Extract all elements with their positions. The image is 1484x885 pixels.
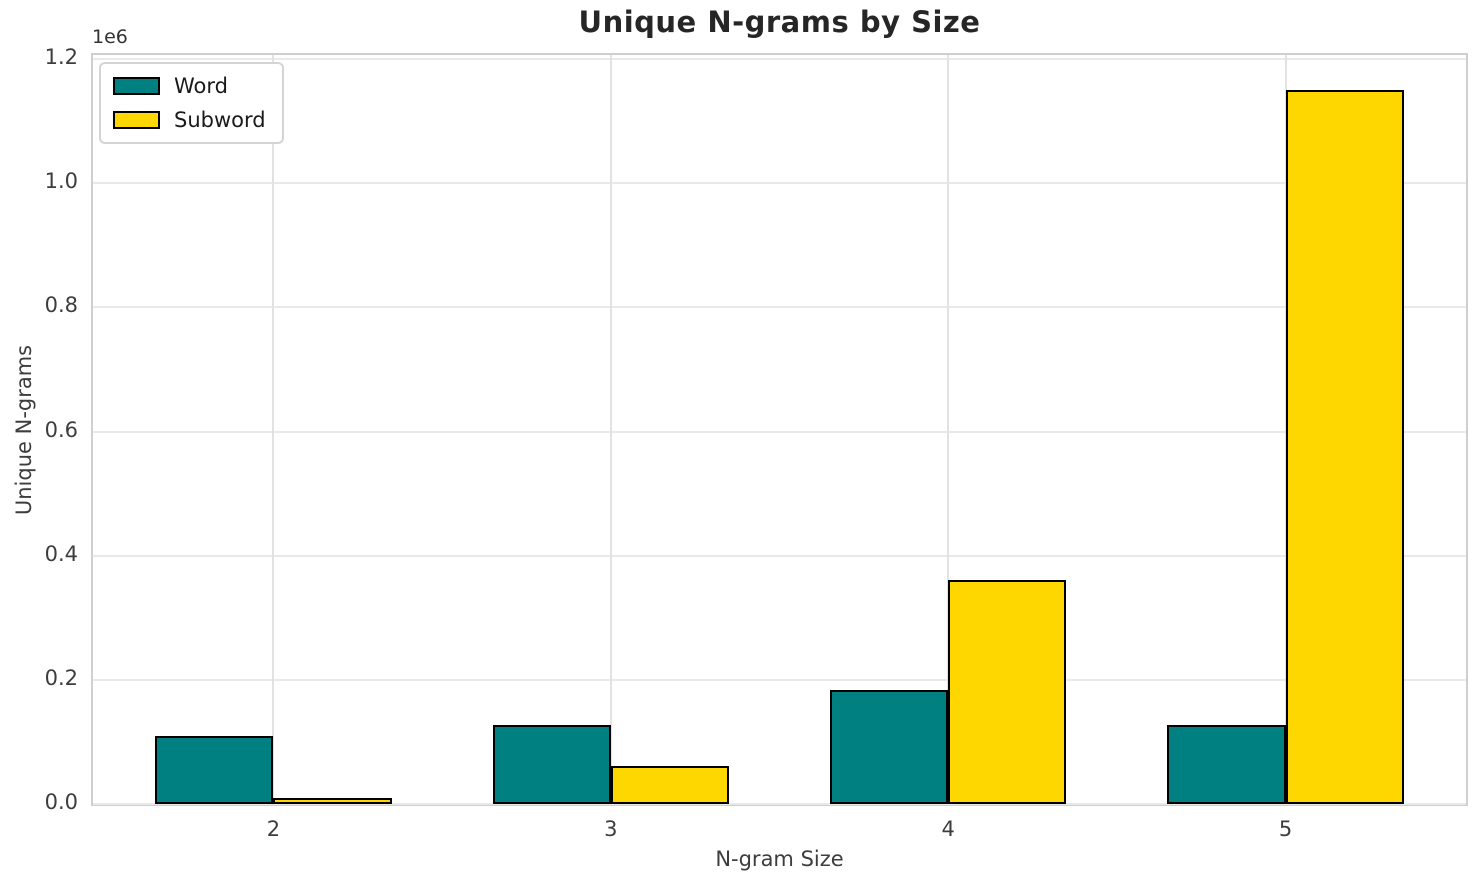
- y-axis-offset-text: 1e6: [92, 26, 128, 48]
- x-tick-label: 4: [941, 817, 955, 841]
- x-tick-label: 3: [604, 817, 618, 841]
- h-gridline: [93, 430, 1466, 433]
- legend-label: Word: [174, 74, 228, 98]
- bar-subword-2: [273, 798, 392, 804]
- plot-area: [91, 53, 1468, 806]
- x-tick-label: 2: [266, 817, 281, 841]
- legend-label: Subword: [174, 108, 266, 132]
- x-axis-label: N-gram Size: [715, 847, 844, 871]
- v-gridline: [947, 55, 950, 804]
- y-tick-label: 0.8: [44, 293, 78, 318]
- legend-swatch: [113, 77, 160, 95]
- bar-word-3: [492, 725, 611, 804]
- chart-title: Unique N-grams by Size: [578, 5, 981, 39]
- v-gridline: [272, 55, 275, 804]
- y-tick-label: 0.2: [44, 665, 78, 690]
- bar-subword-4: [948, 579, 1067, 804]
- h-gridline: [93, 678, 1466, 681]
- h-gridline: [93, 554, 1466, 557]
- h-gridline: [93, 803, 1466, 805]
- h-gridline: [93, 182, 1466, 185]
- h-gridline: [93, 58, 1466, 60]
- y-tick-label: 0.0: [44, 790, 78, 814]
- legend-item-word: Word: [113, 74, 266, 98]
- y-tick-label: 1.0: [44, 169, 78, 194]
- legend-swatch: [113, 111, 160, 129]
- bar-subword-5: [1285, 90, 1404, 804]
- bar-word-5: [1167, 724, 1286, 804]
- bar-word-4: [830, 689, 949, 804]
- legend: Word Subword: [99, 62, 284, 144]
- y-tick-label: 0.6: [44, 417, 78, 442]
- legend-item-subword: Subword: [113, 108, 266, 132]
- bar-subword-3: [610, 766, 729, 804]
- v-gridline: [609, 55, 612, 804]
- bar-word-2: [155, 735, 274, 804]
- y-tick-label: 0.4: [44, 541, 78, 566]
- x-tick-label: 5: [1278, 817, 1293, 841]
- h-gridline: [93, 306, 1466, 309]
- y-tick-label: 1.2: [44, 45, 78, 69]
